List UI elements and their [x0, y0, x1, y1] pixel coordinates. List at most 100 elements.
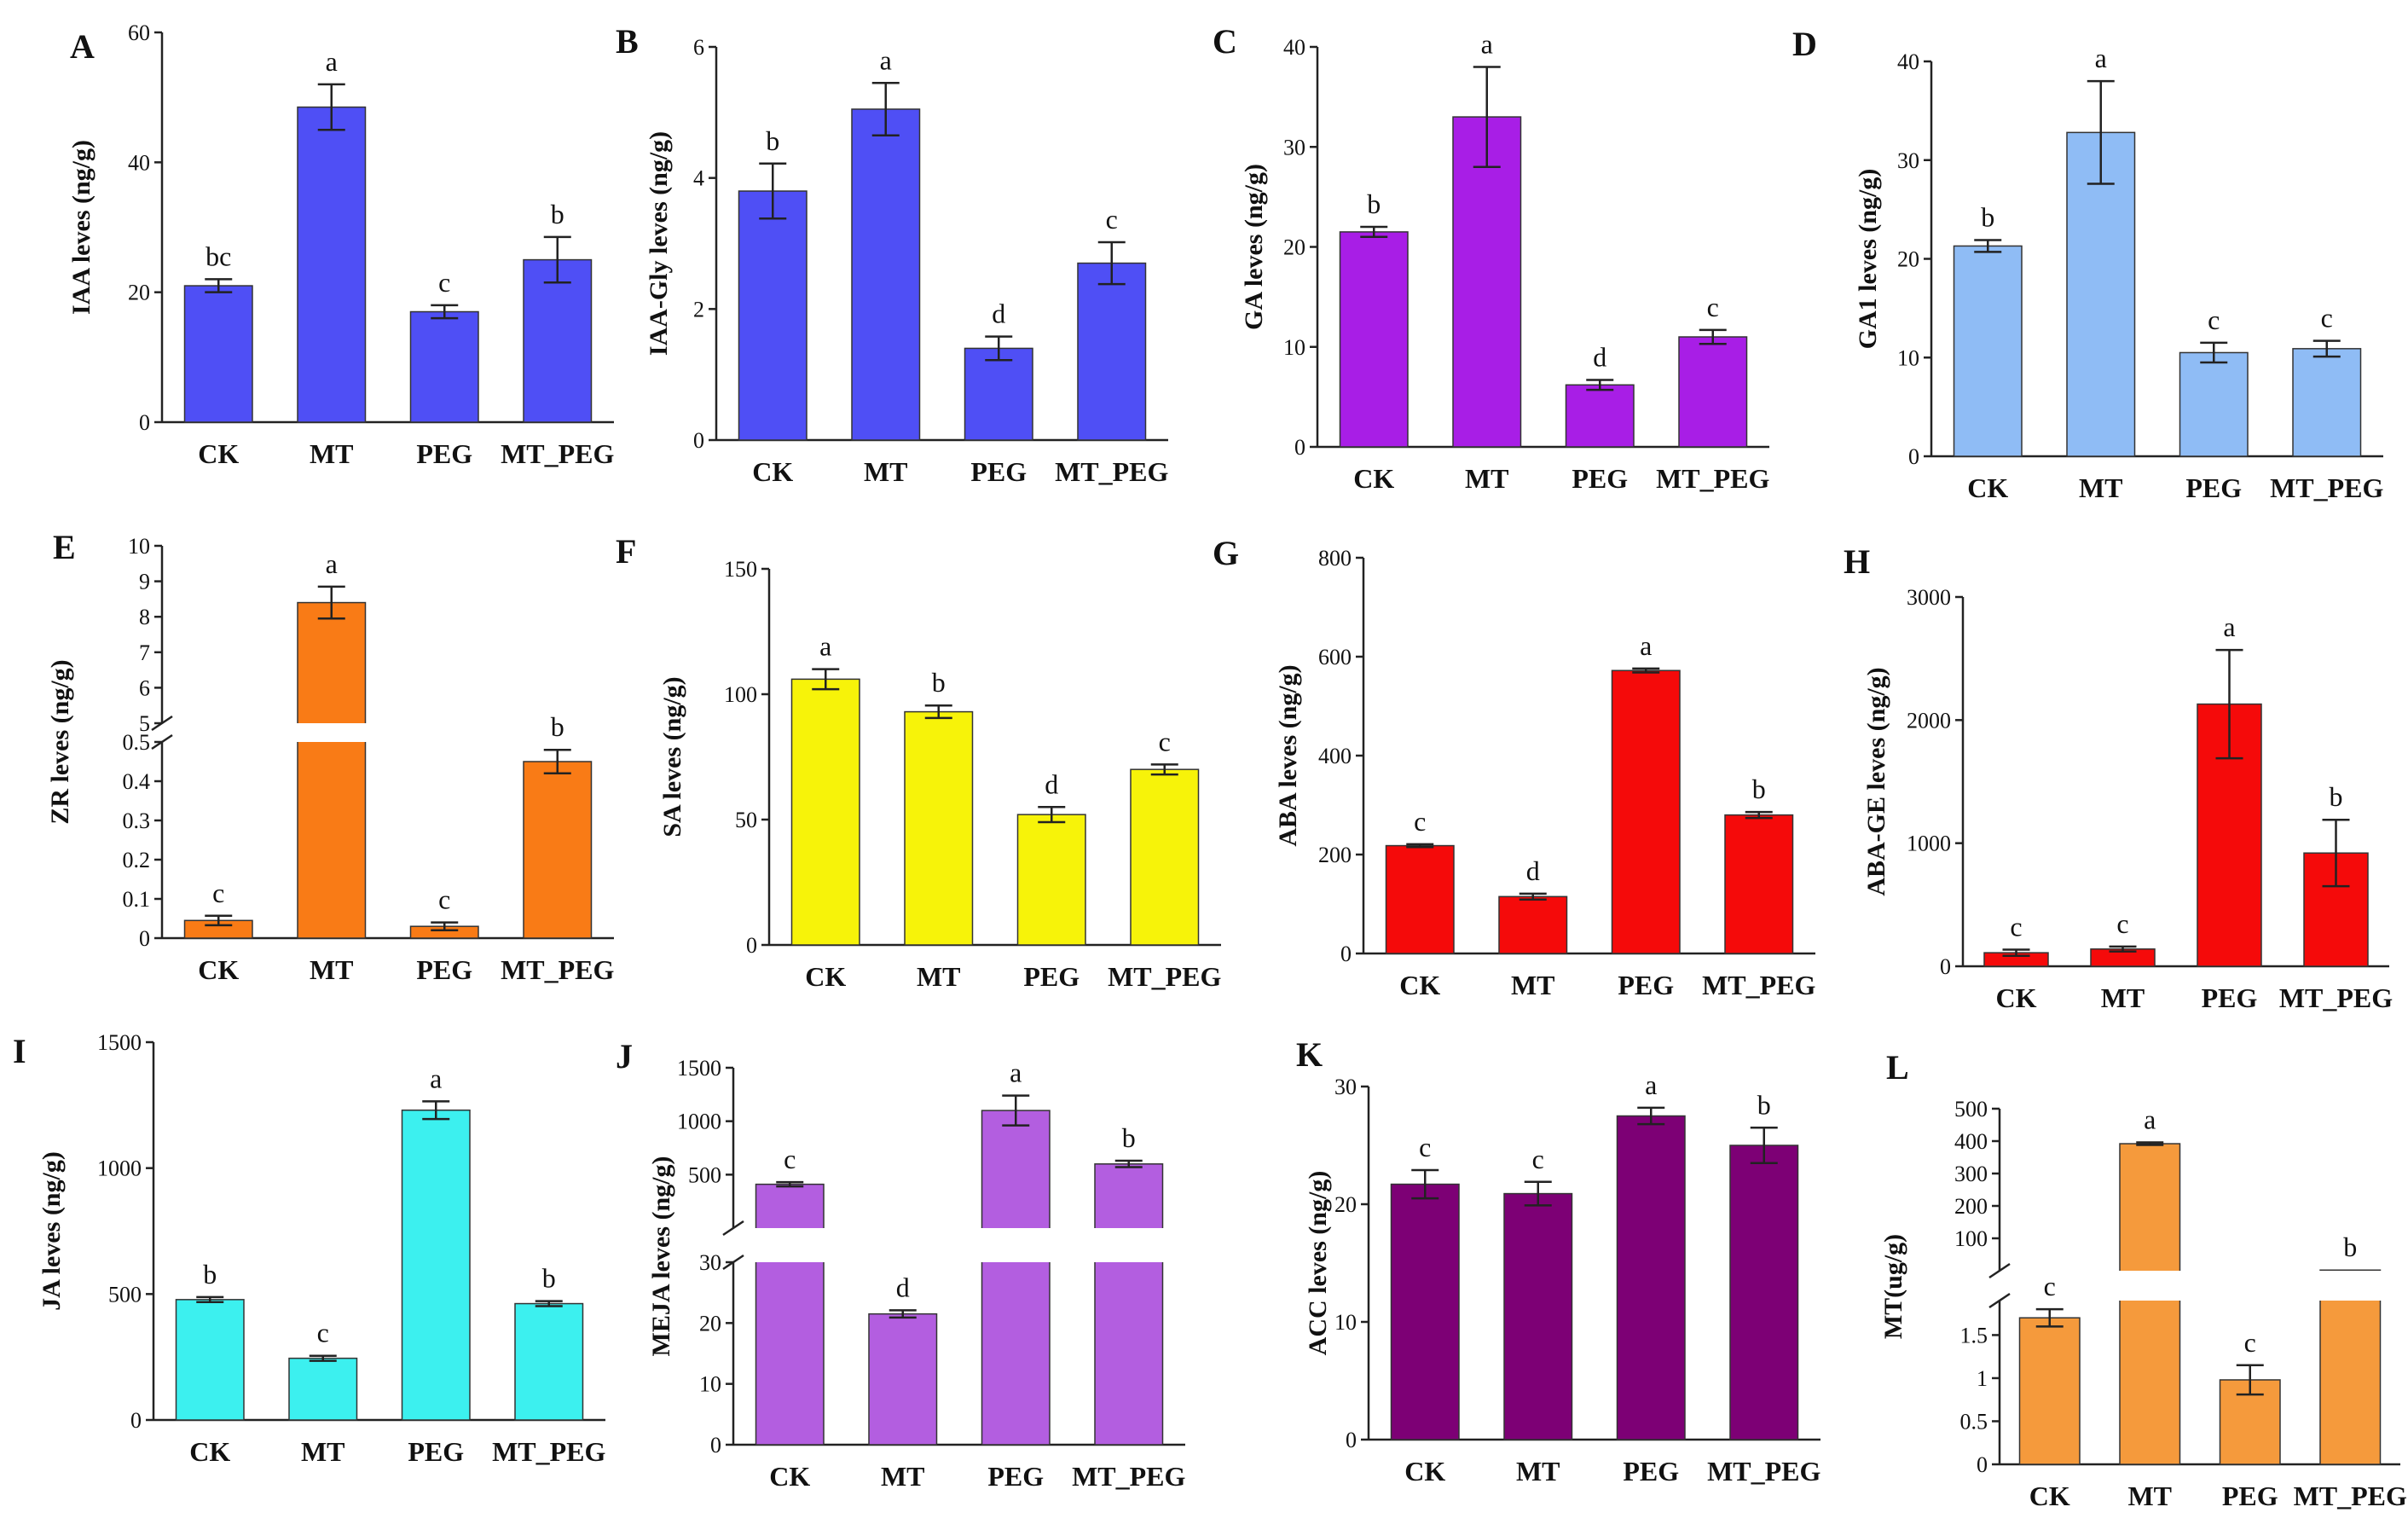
- y-tick-label: 0.4: [123, 769, 151, 794]
- bar-peg: [401, 1109, 471, 1421]
- significance-letter: c: [1707, 292, 1719, 322]
- significance-letter: b: [1122, 1122, 1136, 1153]
- panel-f: F SA leves (ng/g) 0 50 100 150 a CK b MT d PEG c MT_P…: [616, 532, 1222, 992]
- y-tick-label: 60: [128, 20, 150, 45]
- significance-letter: b: [1757, 1089, 1771, 1120]
- y-tick-label: 50: [735, 808, 757, 832]
- axis-break-mark: [1988, 1262, 2011, 1279]
- bar-mt: [1503, 1192, 1573, 1440]
- x-category-label: MT_PEG: [1707, 1456, 1820, 1487]
- y-axis-label: IAA-Gly leves (ng/g): [645, 131, 673, 356]
- y-tick-label: 500: [108, 1282, 142, 1307]
- significance-letter: a: [2095, 43, 2107, 73]
- y-axis-label: ACC leves (ng/g): [1304, 1171, 1332, 1356]
- bar-mt_peg: [2319, 1269, 2382, 1465]
- x-category-label: MT_PEG: [1702, 970, 1815, 1000]
- x-category-label: MT_PEG: [1072, 1461, 1185, 1492]
- bar-mt: [904, 710, 974, 946]
- bar-mt: [297, 601, 367, 939]
- y-axis-label: MT(ug/g): [1879, 1234, 1907, 1339]
- x-category-label: PEG: [2222, 1481, 2278, 1511]
- x-category-label: MT: [917, 961, 961, 992]
- y-tick-label: 2000: [1907, 708, 1951, 733]
- bar-mt_peg: [514, 1302, 584, 1421]
- panel-b: B IAA-Gly leves (ng/g) 0 2 4 6 b CK a MT d PEG c MT_P…: [616, 22, 1169, 487]
- significance-letter: a: [1645, 1069, 1657, 1100]
- significance-letter: c: [2321, 303, 2333, 333]
- bar-ck: [790, 678, 860, 946]
- bar-mt: [2066, 131, 2136, 457]
- y-tick-label: 0: [139, 926, 150, 951]
- y-tick-label: 30: [1897, 148, 1919, 173]
- y-tick-label: 30: [1283, 135, 1305, 159]
- significance-letter: d: [1045, 768, 1058, 799]
- bar-break-gap: [979, 1228, 1052, 1262]
- panel-l: L MT(ug/g) 0 0.5 1 1.5 100 200 300 400 500 c CK a MT c P…: [1879, 1048, 2407, 1511]
- significance-letter: a: [430, 1063, 442, 1093]
- x-category-label: MT: [1511, 970, 1555, 1000]
- significance-letter: d: [896, 1272, 910, 1302]
- x-category-label: MT_PEG: [1656, 463, 1769, 494]
- panel-letter: B: [616, 22, 639, 61]
- significance-letter: c: [784, 1144, 796, 1174]
- bar-mt: [2119, 1143, 2181, 1465]
- bar-mt: [1452, 116, 1522, 448]
- y-tick-label: 200: [1954, 1194, 1988, 1219]
- bar-peg: [964, 347, 1033, 441]
- y-tick-label: 150: [724, 557, 757, 582]
- axis-break-mark: [722, 1220, 744, 1237]
- y-tick-label: 0: [693, 428, 704, 453]
- y-axis-label: JA leves (ng/g): [38, 1151, 66, 1311]
- y-tick-label: 0: [1940, 954, 1951, 979]
- y-tick-label: 0: [139, 410, 150, 435]
- significance-letter: b: [551, 199, 564, 229]
- bar-mt: [297, 106, 367, 423]
- y-tick-label: 10: [1283, 335, 1305, 360]
- x-category-label: MT_PEG: [492, 1436, 605, 1467]
- significance-letter: a: [819, 631, 831, 662]
- x-category-label: CK: [198, 438, 239, 469]
- x-category-label: MT: [881, 1461, 925, 1492]
- y-tick-label: 1000: [1907, 832, 1951, 856]
- x-category-label: CK: [1353, 463, 1394, 494]
- y-tick-label: 500: [1954, 1097, 1988, 1121]
- bar-mt: [851, 108, 921, 441]
- bar-peg: [1611, 669, 1681, 954]
- y-tick-label: 600: [1318, 645, 1352, 669]
- significance-letter: b: [542, 1263, 556, 1294]
- y-tick-label: 0.5: [123, 730, 151, 755]
- bar-ck: [1385, 844, 1455, 954]
- bar-mt_peg: [1678, 336, 1748, 448]
- bar-ck: [755, 1183, 825, 1446]
- significance-letter: c: [317, 1318, 329, 1348]
- significance-letter: a: [2223, 611, 2235, 642]
- bar-ck: [175, 1299, 245, 1421]
- significance-letter: b: [1367, 188, 1381, 219]
- x-category-label: MT: [1465, 463, 1509, 494]
- y-tick-label: 8: [139, 605, 150, 629]
- bar-mt_peg: [1724, 814, 1794, 954]
- x-category-label: CK: [1404, 1456, 1445, 1487]
- significance-letter: d: [1526, 855, 1540, 886]
- panel-letter: D: [1792, 25, 1817, 63]
- bar-mt_peg: [523, 258, 593, 423]
- y-tick-label: 800: [1318, 546, 1352, 571]
- significance-letter: c: [2244, 1327, 2256, 1358]
- x-category-label: MT: [310, 954, 354, 985]
- bar-ck: [1953, 245, 2023, 457]
- x-category-label: CK: [1996, 982, 2037, 1013]
- y-axis-label: GA leves (ng/g): [1240, 164, 1268, 330]
- significance-letter: c: [438, 884, 450, 915]
- y-tick-label: 3000: [1907, 585, 1951, 610]
- bar-mt_peg: [1094, 1163, 1164, 1446]
- x-category-label: CK: [2029, 1481, 2070, 1511]
- x-category-label: PEG: [1623, 1456, 1679, 1487]
- bar-peg: [981, 1110, 1051, 1446]
- significance-letter: b: [551, 711, 564, 742]
- panel-letter: L: [1886, 1048, 1909, 1087]
- axis-break-mark: [1988, 1292, 2011, 1309]
- x-category-label: MT_PEG: [2294, 1481, 2407, 1511]
- y-tick-label: 30: [1334, 1075, 1357, 1099]
- y-tick-label: 1000: [97, 1156, 142, 1181]
- y-tick-label: 10: [1897, 345, 1919, 370]
